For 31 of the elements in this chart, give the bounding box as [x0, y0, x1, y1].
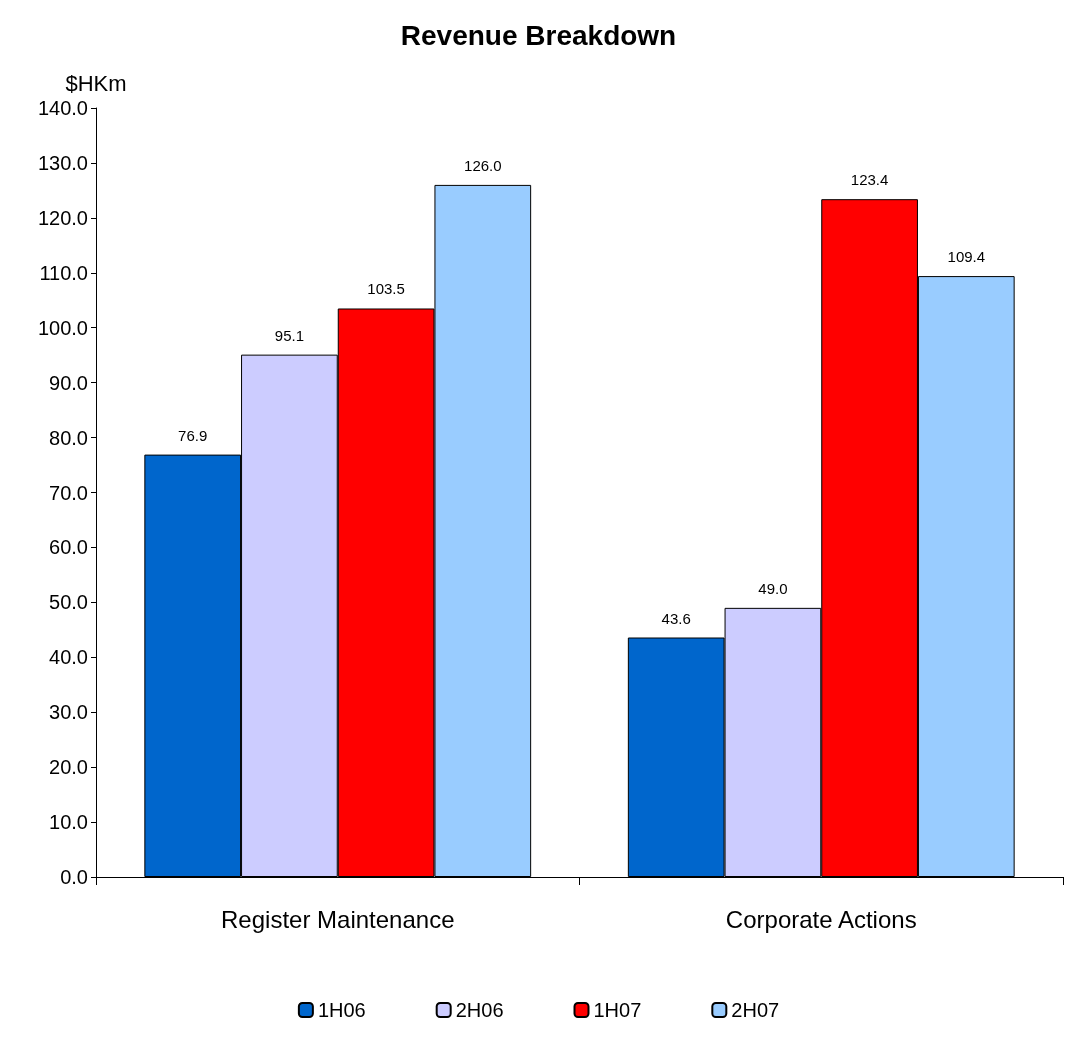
y-tick-label: 60.0: [49, 536, 88, 559]
legend-label: 2H07: [731, 999, 780, 1021]
y-tick-label: 40.0: [49, 646, 88, 669]
y-tick-label: 0.0: [60, 866, 88, 888]
data-label: 43.6: [661, 609, 691, 627]
y-tick-label: 120.0: [37, 206, 88, 229]
y-axis-title: $HKm: [65, 70, 127, 96]
y-tick-label: 50.0: [49, 591, 88, 614]
y-tick-label: 70.0: [49, 481, 88, 504]
data-label: 76.9: [178, 426, 208, 444]
chart-title: Revenue Breakdown: [400, 19, 677, 51]
legend-label: 2H06: [455, 999, 504, 1021]
data-label: 123.4: [850, 171, 889, 189]
y-tick-label: 80.0: [49, 426, 88, 449]
data-label: 126.0: [464, 156, 502, 174]
y-tick-label: 20.0: [49, 756, 88, 779]
x-tick-label: Register Maintenance: [221, 905, 455, 933]
legend-label: 1H07: [593, 999, 642, 1021]
y-tick-label: 90.0: [49, 371, 88, 394]
data-label: 95.1: [274, 326, 304, 344]
y-tick-label: 10.0: [49, 811, 88, 834]
data-label: 109.4: [947, 248, 986, 266]
y-tick-label: 130.0: [37, 151, 88, 174]
y-tick-label: 30.0: [49, 701, 88, 724]
y-tick-label: 100.0: [37, 316, 88, 339]
legend-label: 1H06: [317, 999, 366, 1021]
y-tick-label: 140.0: [37, 97, 88, 119]
y-tick-label: 110.0: [39, 261, 88, 284]
data-label: 49.0: [758, 579, 788, 597]
x-tick-label: Corporate Actions: [725, 905, 917, 933]
data-label: 103.5: [367, 280, 405, 298]
